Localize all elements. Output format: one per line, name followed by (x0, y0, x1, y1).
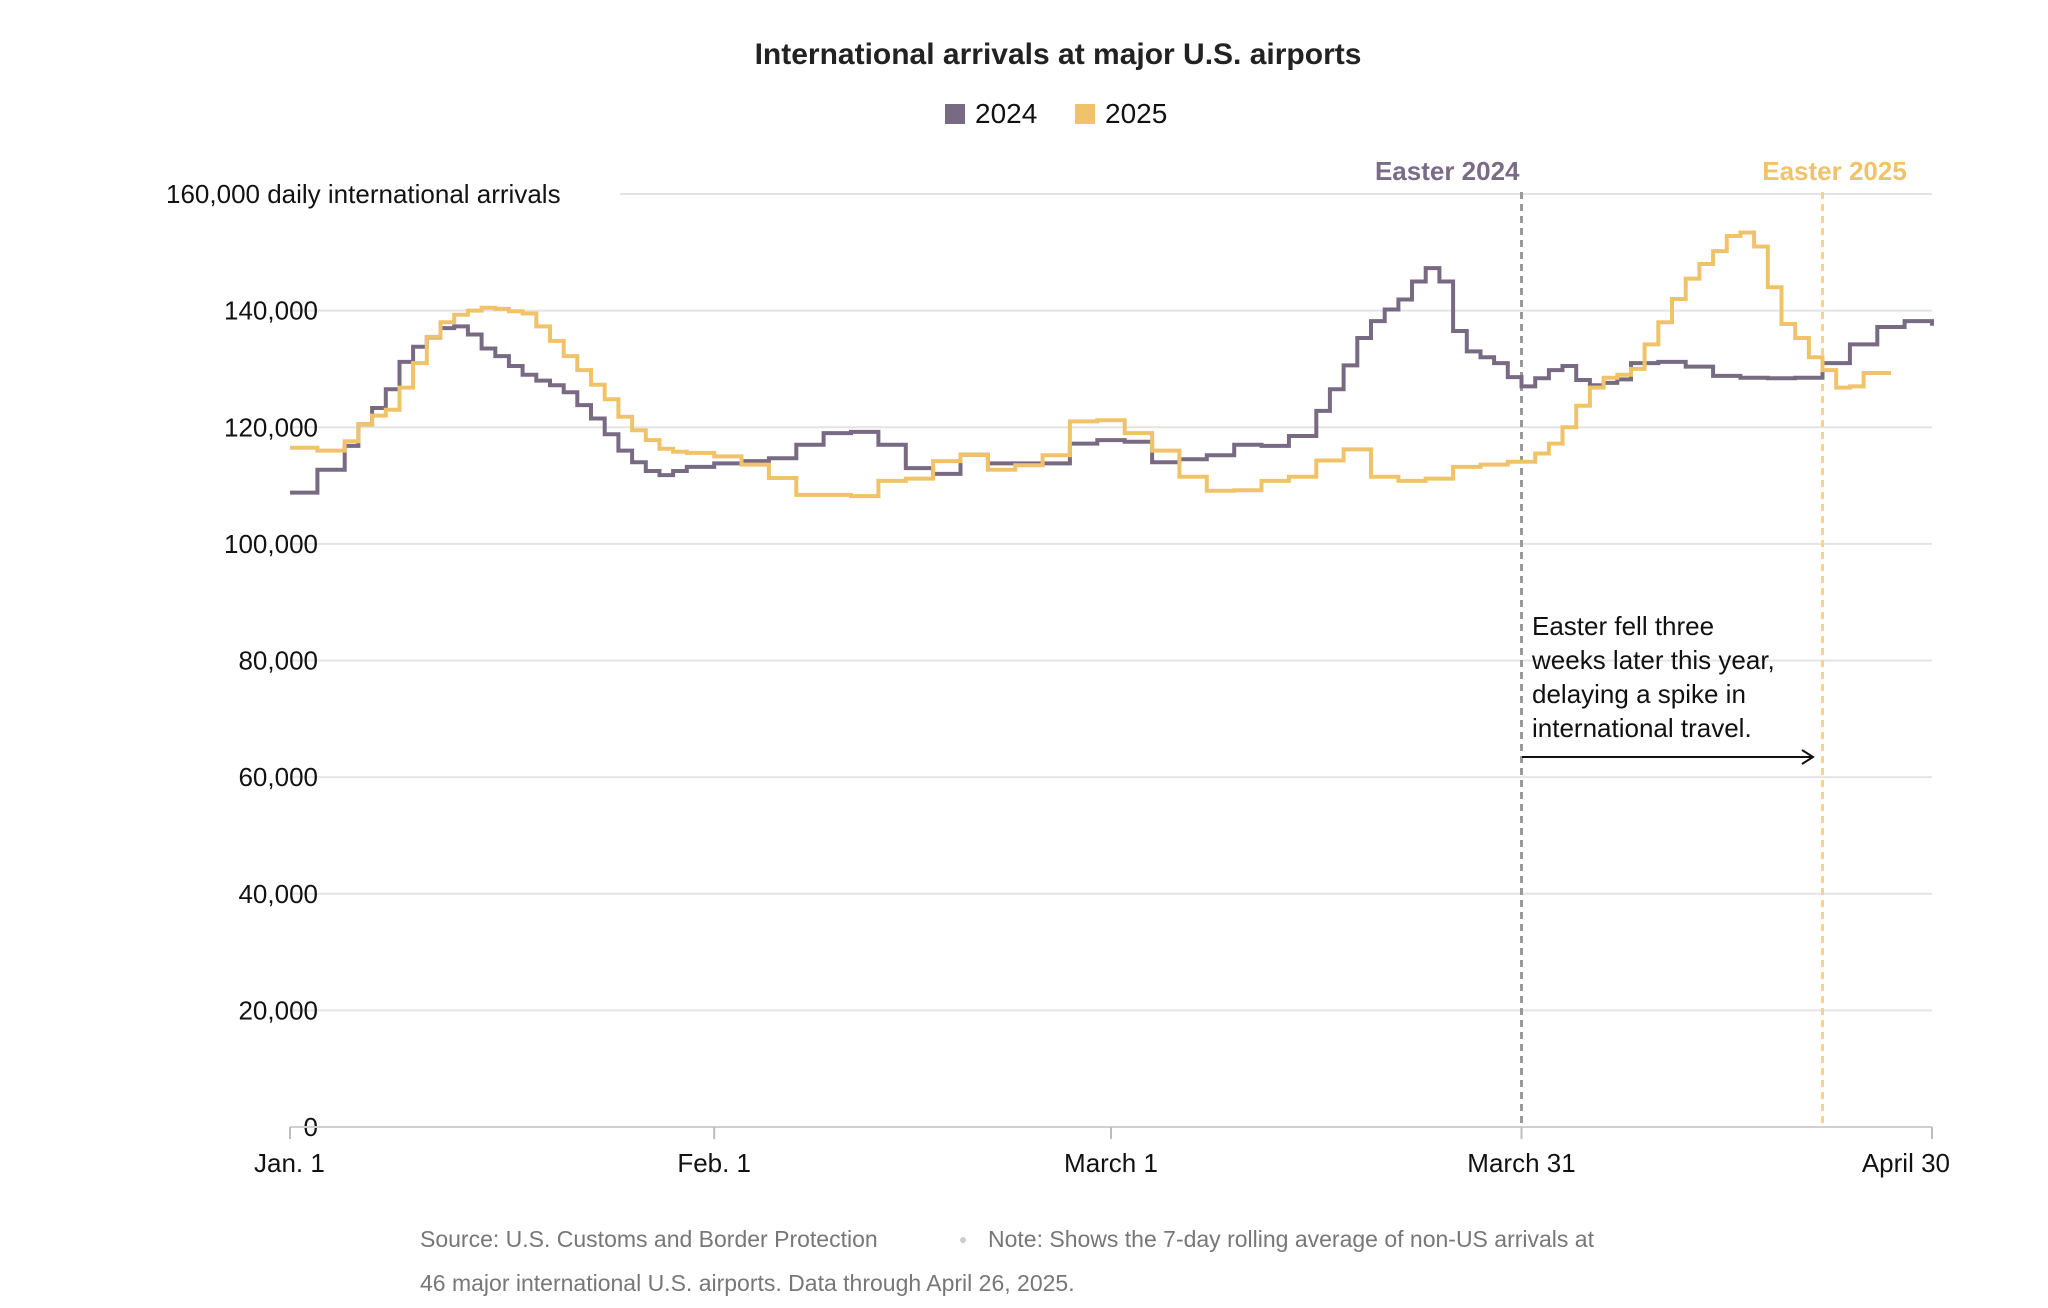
legend-label-2025: 2025 (1105, 98, 1167, 129)
annotation-note: Easter fell three weeks later this year,… (1522, 611, 1815, 765)
series-line-2024 (290, 266, 1934, 495)
series-line-2025 (290, 230, 1891, 499)
y-tick-label: 80,000 (238, 646, 318, 676)
legend: 2024 2025 (945, 98, 1167, 129)
easter-markers: Easter 2024 Easter 2025 (1375, 156, 1907, 1127)
note-line-3: delaying a spike in (1532, 679, 1746, 709)
source-line-3: 46 major international U.S. airports. Da… (420, 1270, 1075, 1296)
source-line-1: Source: U.S. Customs and Border Protecti… (420, 1226, 878, 1252)
note-line-4: international travel. (1532, 713, 1752, 743)
series-lines (290, 230, 1934, 499)
note-arrow-head (1801, 749, 1815, 765)
y-tick-label: 140,000 (224, 296, 318, 326)
chart-title: International arrivals at major U.S. air… (755, 38, 1362, 71)
x-tick-label: Jan. 1 (254, 1148, 325, 1178)
x-tick-label: March 1 (1064, 1148, 1158, 1178)
legend-swatch-2024 (945, 104, 965, 124)
source-line-2: Note: Shows the 7-day rolling average of… (988, 1226, 1595, 1252)
y-tick-label: 20,000 (238, 995, 318, 1025)
easter-label: Easter 2024 (1375, 156, 1520, 186)
y-tick-label: 40,000 (238, 879, 318, 909)
x-tick-label: April 30 (1862, 1148, 1950, 1178)
legend-swatch-2025 (1075, 104, 1095, 124)
source-separator-dot (960, 1237, 966, 1243)
gridlines (290, 193, 1932, 1012)
x-tick-label: March 31 (1467, 1148, 1575, 1178)
note-line-1: Easter fell three (1532, 611, 1714, 641)
y-tick-label: 160,000 daily international arrivals (166, 179, 561, 209)
source-note: Source: U.S. Customs and Border Protecti… (420, 1226, 1595, 1296)
y-tick-labels: 020,00040,00060,00080,000100,000120,0001… (166, 179, 561, 1142)
x-axis: Jan. 1 Feb. 1 March 1 March 31 April 30 (254, 1126, 1950, 1178)
easter-label: Easter 2025 (1762, 156, 1907, 186)
y-tick-label: 120,000 (224, 412, 318, 442)
x-tick-label: Feb. 1 (677, 1148, 751, 1178)
note-line-2: weeks later this year, (1531, 645, 1775, 675)
legend-label-2024: 2024 (975, 98, 1037, 129)
y-tick-label: 60,000 (238, 762, 318, 792)
y-tick-label: 100,000 (224, 529, 318, 559)
